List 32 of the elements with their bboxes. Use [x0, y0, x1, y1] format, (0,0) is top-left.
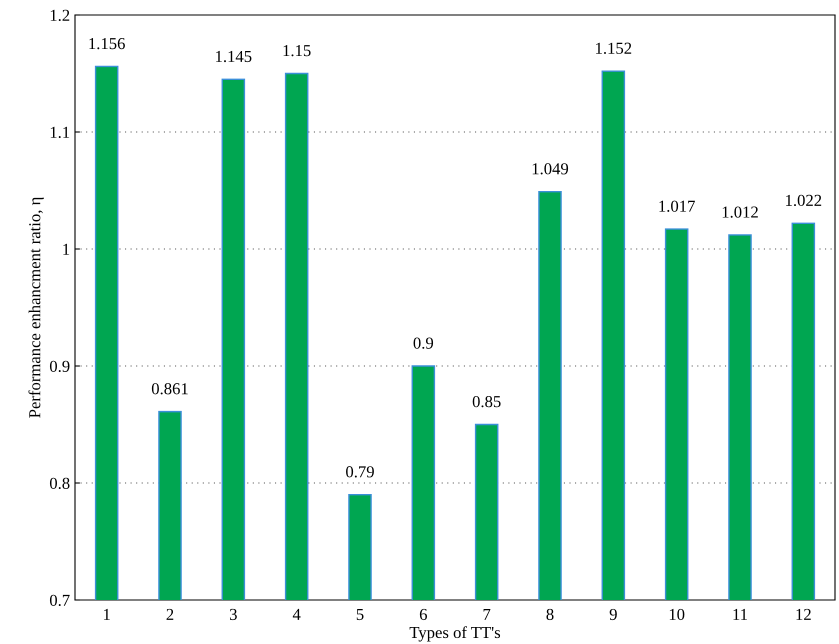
data-label: 0.85 [472, 396, 501, 408]
data-label: 1.156 [89, 38, 125, 50]
y-tick-label: 0.9 [50, 360, 70, 372]
y-axis-title: Performance enhancment ratio, η [28, 198, 44, 418]
data-label: 1.049 [532, 163, 568, 174]
x-tick-label: 7 [484, 608, 490, 620]
x-tick-label: 11 [733, 608, 748, 620]
x-tick-label: 1 [104, 608, 110, 620]
x-tick-label: 8 [546, 608, 554, 620]
x-axis-title: Types of TT's [410, 626, 500, 642]
data-label: 1.15 [284, 45, 311, 56]
data-label: 1.152 [596, 42, 632, 54]
x-tick-label: 4 [292, 608, 301, 620]
x-tick-label: 9 [610, 608, 617, 620]
x-tick-label: 2 [166, 608, 174, 620]
data-label: 1.012 [722, 206, 758, 218]
y-tick-label: 0.7 [50, 594, 70, 606]
data-label: 0.861 [152, 383, 188, 394]
data-label: 0.79 [346, 466, 374, 478]
y-tick-label: 1 [63, 244, 70, 255]
data-label: 1.017 [659, 200, 695, 212]
data-label: 1.145 [216, 50, 252, 62]
x-tick-label: 10 [670, 608, 684, 620]
x-tick-label: 5 [356, 608, 364, 620]
data-label: 0.9 [414, 337, 434, 349]
y-tick-label: 1.1 [50, 126, 70, 138]
y-tick-label: 1.2 [50, 10, 70, 22]
data-label: 1.022 [786, 194, 822, 206]
y-tick-label: 0.8 [50, 478, 70, 490]
x-tick-label: 6 [420, 608, 428, 620]
x-tick-label: 3 [230, 608, 237, 620]
x-tick-label: 12 [796, 608, 811, 620]
